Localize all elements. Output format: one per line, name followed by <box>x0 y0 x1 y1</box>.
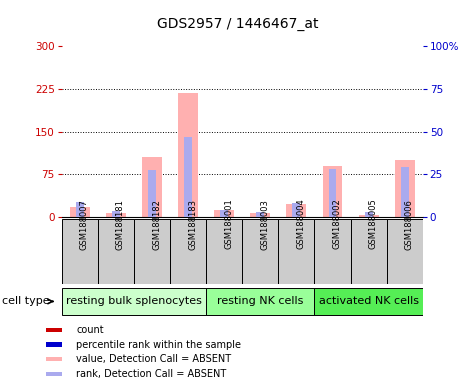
Bar <box>314 219 351 284</box>
Text: resting NK cells: resting NK cells <box>217 296 304 306</box>
Bar <box>286 204 306 217</box>
Bar <box>98 219 134 284</box>
Bar <box>293 203 300 217</box>
Bar <box>206 219 242 284</box>
Bar <box>365 212 372 217</box>
Text: GSM188181: GSM188181 <box>116 199 125 250</box>
Text: activated NK cells: activated NK cells <box>319 296 418 306</box>
Text: GSM188005: GSM188005 <box>369 199 378 250</box>
Text: GSM188002: GSM188002 <box>332 199 342 250</box>
Bar <box>70 207 90 217</box>
Text: percentile rank within the sample: percentile rank within the sample <box>76 339 241 349</box>
Bar <box>62 288 206 315</box>
Text: GDS2957 / 1446467_at: GDS2957 / 1446467_at <box>157 17 318 31</box>
Text: value, Detection Call = ABSENT: value, Detection Call = ABSENT <box>76 354 232 364</box>
Bar <box>401 167 408 217</box>
Bar <box>178 93 198 217</box>
Bar <box>46 343 62 347</box>
Bar <box>387 219 423 284</box>
Bar <box>142 157 162 217</box>
Bar <box>395 160 415 217</box>
Text: GSM188003: GSM188003 <box>260 199 269 250</box>
Text: GSM188006: GSM188006 <box>405 199 414 250</box>
Bar <box>46 328 62 332</box>
Bar <box>46 372 62 376</box>
Bar <box>112 211 120 217</box>
Text: GSM188001: GSM188001 <box>224 199 233 250</box>
Text: GSM188007: GSM188007 <box>80 199 89 250</box>
Bar <box>46 357 62 361</box>
Bar <box>134 219 170 284</box>
Text: GSM188183: GSM188183 <box>188 199 197 250</box>
Bar <box>250 213 270 217</box>
Bar <box>106 213 126 217</box>
Bar <box>62 219 98 284</box>
Bar <box>278 219 314 284</box>
Bar <box>184 137 192 217</box>
Bar <box>359 215 379 217</box>
Bar <box>76 202 84 217</box>
Bar <box>351 219 387 284</box>
Text: resting bulk splenocytes: resting bulk splenocytes <box>66 296 202 306</box>
Bar <box>242 219 278 284</box>
Bar <box>170 219 206 284</box>
Bar <box>329 169 336 217</box>
Text: GSM188004: GSM188004 <box>296 199 305 250</box>
Text: count: count <box>76 325 104 335</box>
Text: GSM188182: GSM188182 <box>152 199 161 250</box>
Bar <box>206 288 314 315</box>
Text: rank, Detection Call = ABSENT: rank, Detection Call = ABSENT <box>76 369 227 379</box>
Bar <box>323 166 342 217</box>
Bar <box>148 170 156 217</box>
Text: cell type: cell type <box>2 296 50 306</box>
Bar <box>314 288 423 315</box>
Bar <box>220 210 228 217</box>
Bar <box>214 210 234 217</box>
Bar <box>256 212 264 217</box>
